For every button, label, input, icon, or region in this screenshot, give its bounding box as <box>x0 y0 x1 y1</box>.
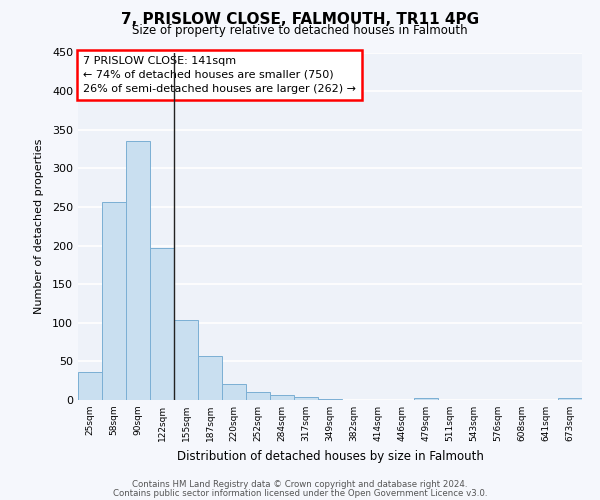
Bar <box>246 392 270 400</box>
Text: Contains HM Land Registry data © Crown copyright and database right 2024.: Contains HM Land Registry data © Crown c… <box>132 480 468 489</box>
X-axis label: Distribution of detached houses by size in Falmouth: Distribution of detached houses by size … <box>176 450 484 462</box>
Y-axis label: Number of detached properties: Number of detached properties <box>34 138 44 314</box>
Text: 7, PRISLOW CLOSE, FALMOUTH, TR11 4PG: 7, PRISLOW CLOSE, FALMOUTH, TR11 4PG <box>121 12 479 28</box>
Bar <box>294 397 318 400</box>
Bar <box>102 202 126 400</box>
Bar <box>78 372 102 400</box>
Text: 7 PRISLOW CLOSE: 141sqm
← 74% of detached houses are smaller (750)
26% of semi-d: 7 PRISLOW CLOSE: 141sqm ← 74% of detache… <box>83 56 356 94</box>
Bar <box>414 398 438 400</box>
Bar <box>318 399 342 400</box>
Bar <box>270 394 294 400</box>
Bar <box>174 320 198 400</box>
Text: Size of property relative to detached houses in Falmouth: Size of property relative to detached ho… <box>132 24 468 37</box>
Bar <box>198 356 222 400</box>
Bar <box>126 142 150 400</box>
Bar <box>150 248 174 400</box>
Bar <box>558 398 582 400</box>
Text: Contains public sector information licensed under the Open Government Licence v3: Contains public sector information licen… <box>113 489 487 498</box>
Bar <box>222 384 246 400</box>
